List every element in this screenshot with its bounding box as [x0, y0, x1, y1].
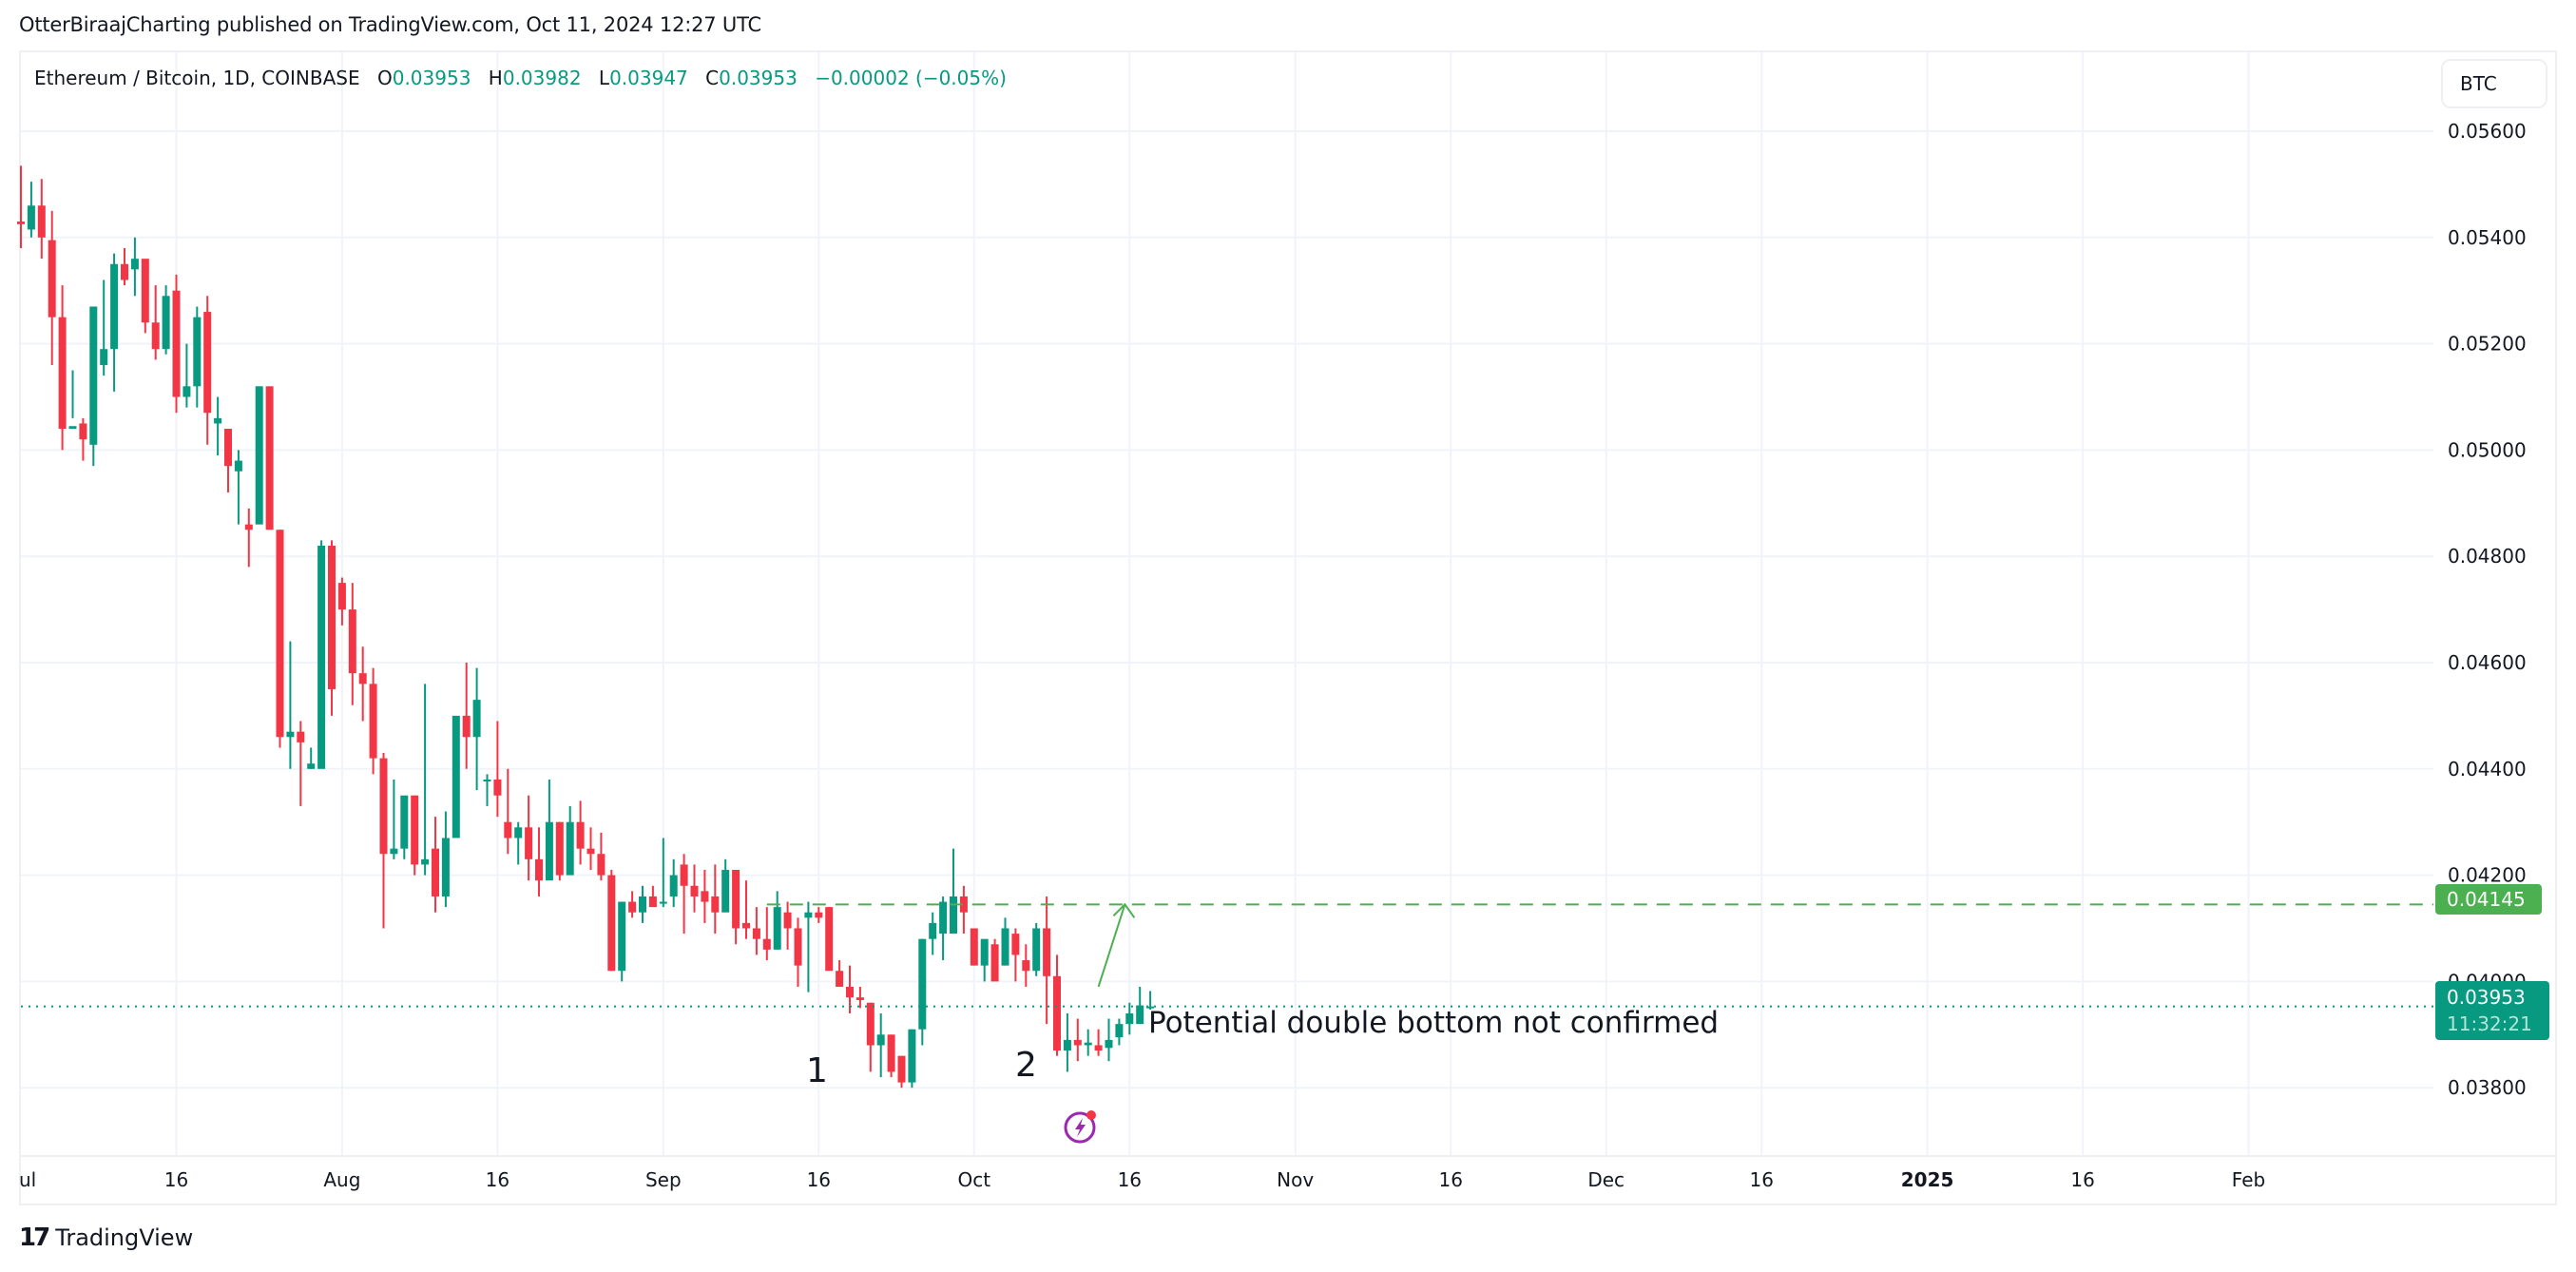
time-tick: Dec — [1587, 1168, 1624, 1191]
price-tick: 0.05000 — [2448, 438, 2527, 461]
last-price-value: 0.03953 — [2447, 986, 2526, 1009]
drawings — [21, 902, 2433, 1008]
target-price-tag: 0.04145 — [2435, 884, 2542, 915]
high-label: H — [488, 67, 503, 89]
close-value: 0.03953 — [719, 67, 798, 89]
time-tick: Oct — [958, 1168, 991, 1191]
price-tick: 0.05400 — [2448, 226, 2527, 249]
open-value: 0.03953 — [392, 67, 471, 89]
tradingview-logo[interactable]: 17 TradingView — [19, 1224, 193, 1252]
open-label: O — [376, 67, 393, 89]
lightning-event-icon[interactable] — [1063, 1108, 1099, 1145]
bottom-label-2: 2 — [1015, 1046, 1037, 1085]
brand-name: TradingView — [55, 1224, 194, 1251]
low-value: 0.03947 — [609, 67, 688, 89]
high-value: 0.03982 — [502, 67, 582, 89]
currency-button[interactable]: BTC — [2441, 59, 2547, 108]
time-tick: Nov — [1277, 1168, 1314, 1191]
last-price-tag: 0.03953 11:32:21 — [2435, 981, 2549, 1040]
time-tick: 16 — [1438, 1168, 1462, 1191]
change-value: −0.00002 (−0.05%) — [815, 67, 1007, 89]
symbol-legend: Ethereum / Bitcoin, 1D, COINBASE O0.0395… — [34, 67, 1007, 89]
time-tick: 16 — [164, 1168, 188, 1191]
price-tick: 0.04200 — [2448, 864, 2527, 887]
price-tick: 0.05600 — [2448, 120, 2527, 143]
tradingview-logo-icon: 17 — [19, 1224, 50, 1252]
time-tick: 16 — [807, 1168, 831, 1191]
candles — [17, 165, 1155, 1089]
low-label: L — [598, 67, 610, 89]
symbol-name[interactable]: Ethereum / Bitcoin, 1D, COINBASE — [34, 67, 360, 89]
price-tick: 0.04600 — [2448, 651, 2527, 674]
price-tick: 0.05200 — [2448, 333, 2527, 356]
time-tick: Sep — [645, 1168, 682, 1191]
time-tick: 16 — [486, 1168, 509, 1191]
price-tick: 0.04400 — [2448, 758, 2527, 781]
time-tick: Aug — [323, 1168, 360, 1191]
chart-grid — [19, 52, 2557, 1157]
bottom-label-1: 1 — [806, 1051, 828, 1090]
time-tick: 16 — [1118, 1168, 1142, 1191]
chart-frame — [19, 50, 2557, 1205]
close-label: C — [705, 67, 720, 89]
bar-countdown: 11:32:21 — [2447, 1012, 2532, 1035]
time-tick: ul — [19, 1168, 36, 1191]
price-tick: 0.04800 — [2448, 545, 2527, 568]
time-tick: 16 — [2070, 1168, 2094, 1191]
time-tick: 2025 — [1901, 1168, 1954, 1191]
price-axis: 0.05600 0.05400 0.05200 0.05000 0.04800 0.046… — [2448, 120, 2527, 1099]
time-tick: 16 — [1749, 1168, 1773, 1191]
time-axis: ul 16 Aug 16 Sep 16 Oct 16 Nov 16 Dec 16 2025 16 Feb — [19, 1168, 2265, 1191]
time-tick: Feb — [2232, 1168, 2265, 1191]
price-tick: 0.03800 — [2448, 1076, 2527, 1099]
published-caption: OtterBiraajCharting published on Trading… — [19, 13, 761, 36]
annotation-text: Potential double bottom not confirmed — [1148, 1006, 1720, 1040]
